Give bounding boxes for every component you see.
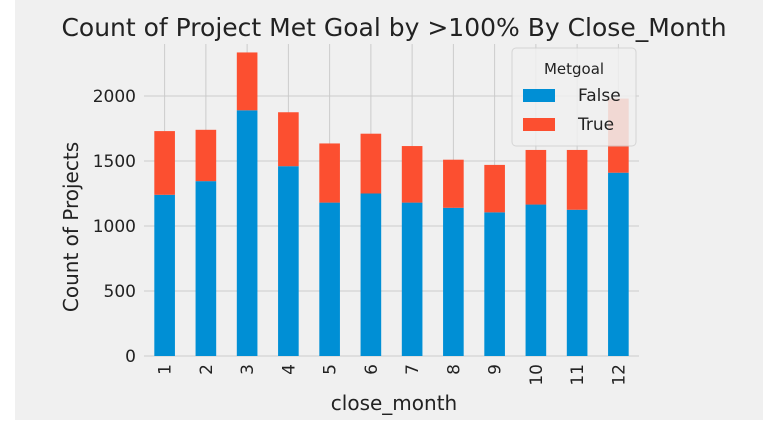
x-tick-label: 2	[197, 364, 217, 375]
bar-false-8	[443, 207, 464, 356]
x-tick-label: 5	[321, 364, 341, 375]
bar-false-11	[566, 209, 588, 356]
bar-false-6	[360, 193, 382, 356]
legend-swatch-true	[523, 118, 555, 131]
bar-false-1	[154, 194, 175, 356]
y-tick-label: 1500	[93, 152, 136, 172]
legend: Metgoal False True	[511, 47, 637, 147]
x-tick-label: 1	[156, 364, 176, 375]
legend-label-true: True	[577, 115, 614, 135]
x-tick-label: 8	[444, 364, 464, 375]
x-tick-label: 6	[362, 364, 382, 375]
bar-true-9	[484, 164, 505, 213]
bar-true-5	[319, 143, 340, 203]
bars	[154, 52, 629, 356]
x-tick-label: 3	[238, 364, 258, 375]
x-tick-label: 10	[527, 364, 547, 386]
bar-false-10	[525, 204, 547, 356]
bar-true-2	[195, 129, 217, 182]
bar-false-7	[401, 202, 423, 356]
bar-false-9	[484, 212, 505, 356]
x-tick-label: 12	[609, 364, 629, 386]
legend-swatch-false	[523, 89, 555, 102]
bar-true-1	[154, 131, 175, 195]
bar-false-12	[608, 172, 629, 356]
legend-title: Metgoal	[544, 60, 604, 78]
y-tick-label: 1000	[93, 217, 136, 237]
bar-true-7	[401, 146, 423, 203]
chart-title: Count of Project Met Goal by >100% By Cl…	[61, 13, 726, 42]
legend-label-false: False	[578, 86, 621, 106]
y-tick-label: 0	[125, 347, 136, 367]
y-tick-labels: 0 500 1000 1500 2000	[93, 87, 136, 367]
y-tick-label: 500	[104, 282, 136, 302]
bar-true-4	[278, 112, 299, 167]
bar-false-5	[319, 202, 340, 356]
x-axis-label: close_month	[331, 391, 457, 415]
bar-true-3	[236, 52, 258, 111]
x-tick-labels: 1 2 3 4 5 6 7 8 9 10 11 12	[156, 364, 630, 386]
bar-true-10	[525, 149, 547, 205]
bar-false-2	[195, 181, 217, 356]
bar-false-3	[236, 110, 258, 356]
x-tick-label: 7	[403, 364, 423, 375]
x-tick-label: 11	[568, 364, 588, 386]
x-tick-label: 4	[279, 364, 299, 375]
y-tick-label: 2000	[93, 87, 136, 107]
bar-true-8	[443, 159, 464, 208]
x-tick-label: 9	[486, 364, 506, 375]
bar-false-4	[278, 166, 299, 356]
y-axis-label: Count of Projects	[59, 142, 83, 312]
bar-true-11	[566, 149, 588, 210]
bar-true-6	[360, 133, 382, 194]
